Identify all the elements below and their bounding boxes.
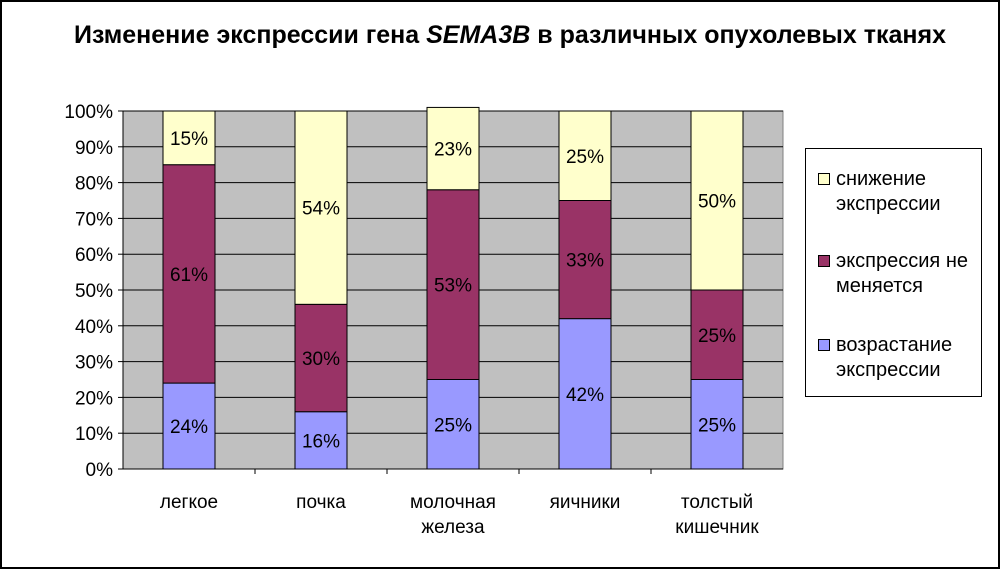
bar-segment xyxy=(162,382,216,470)
data-label: 53% xyxy=(434,276,472,297)
bar-segment xyxy=(426,106,480,191)
data-label: 24% xyxy=(170,417,208,438)
data-label: 33% xyxy=(566,251,604,272)
bar-segment xyxy=(162,164,216,384)
data-label: 50% xyxy=(698,192,736,213)
y-tick-label: 50% xyxy=(75,281,113,302)
y-tick-label: 80% xyxy=(75,174,113,195)
data-label: 54% xyxy=(302,199,340,220)
data-label: 23% xyxy=(434,140,472,161)
bar-segment xyxy=(558,110,612,201)
bar-segment xyxy=(690,110,744,291)
y-tick-label: 60% xyxy=(75,245,113,266)
data-label: 25% xyxy=(698,415,736,436)
data-label: 15% xyxy=(170,129,208,150)
chart-title: Изменение экспрессии гена SEMA3B в разли… xyxy=(60,20,960,50)
y-tick-label: 90% xyxy=(75,138,113,159)
bar-segment xyxy=(294,411,348,470)
data-label: 25% xyxy=(566,147,604,168)
title-suffix: в различных опухолевых тканях xyxy=(537,21,946,49)
title-prefix: Изменение экспрессии гена xyxy=(74,21,420,49)
legend-label: снижение экспрессии xyxy=(836,168,941,215)
legend-item: экспрессия не меняется xyxy=(818,249,976,299)
legend-item: возрастание экспрессии xyxy=(818,333,976,383)
legend-swatch xyxy=(818,255,830,267)
data-label: 25% xyxy=(698,326,736,347)
bar-segment xyxy=(294,303,348,413)
bar-segment xyxy=(558,318,612,470)
bar-segment xyxy=(162,110,216,166)
data-label: 25% xyxy=(434,415,472,436)
y-tick-label: 100% xyxy=(64,102,113,123)
legend: снижение экспрессии экспрессия не меняетс… xyxy=(805,148,982,397)
x-tick-label: молочная xyxy=(410,492,496,513)
y-tick-label: 40% xyxy=(75,317,113,338)
y-tick-label: 10% xyxy=(75,424,113,445)
x-tick-label: яичники xyxy=(550,492,621,513)
data-label: 42% xyxy=(566,385,604,406)
y-tick-label: 30% xyxy=(75,353,113,374)
legend-item: снижение экспрессии xyxy=(818,167,976,217)
legend-swatch xyxy=(818,339,830,351)
x-tick-label: почка xyxy=(296,492,346,513)
data-label: 30% xyxy=(302,349,340,370)
legend-label: экспрессия не меняется xyxy=(836,250,968,297)
data-label: 16% xyxy=(302,431,340,452)
title-gene: SEMA3B xyxy=(426,21,531,49)
y-tick-label: 20% xyxy=(75,388,113,409)
legend-swatch xyxy=(818,173,830,185)
x-tick-label: легкое xyxy=(160,492,218,513)
x-tick-label: кишечник xyxy=(675,517,759,538)
legend-label: возрастание экспрессии xyxy=(836,334,953,381)
data-label: 61% xyxy=(170,265,208,286)
y-tick-label: 70% xyxy=(75,209,113,230)
bar-segment xyxy=(294,110,348,305)
bar-segment xyxy=(426,189,480,380)
bar-segment xyxy=(690,289,744,380)
x-tick-label: железа xyxy=(421,517,485,538)
x-tick-label: толстый xyxy=(681,492,753,513)
y-tick-label: 0% xyxy=(86,460,114,481)
